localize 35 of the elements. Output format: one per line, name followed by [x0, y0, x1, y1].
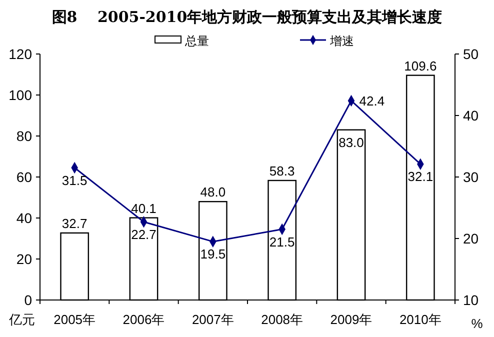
y2-tick-label: 40 — [463, 108, 479, 124]
y-tick-label: 120 — [8, 46, 32, 62]
x-tick-label: 2005年 — [54, 312, 96, 327]
y2-tick-label: 20 — [463, 230, 479, 246]
data-label: 32.1 — [408, 169, 434, 184]
data-label: 22.7 — [131, 226, 156, 242]
data-label: 32.7 — [62, 216, 88, 231]
y-tick-label: 0 — [24, 292, 32, 308]
x-tick-label: 2006年 — [122, 312, 165, 327]
y2-tick-label: 10 — [463, 292, 479, 308]
y-tick-label: 20 — [16, 251, 32, 267]
y-tick-label: 80 — [16, 128, 32, 144]
y-tick-label: 60 — [16, 169, 32, 185]
y2-tick-label: 50 — [463, 46, 479, 62]
y-tick-label: 100 — [8, 87, 32, 103]
chart-title: 图8 2005-2010年地方财政一般预算支出及其增长速度 — [52, 8, 442, 26]
x-tick-label: 2010年 — [399, 312, 442, 327]
data-label: 109.6 — [404, 58, 437, 74]
x-tick-label: 2007年 — [192, 312, 234, 327]
y-axis-title: 亿元 — [8, 312, 35, 327]
y2-axis-title: % — [471, 316, 484, 331]
data-label: 42.4 — [359, 94, 385, 109]
y-tick-label: 40 — [16, 210, 32, 226]
legend-label: 总量 — [184, 34, 209, 48]
data-label: 58.3 — [269, 163, 295, 178]
data-label: 40.1 — [131, 200, 156, 216]
data-label: 19.5 — [200, 246, 226, 262]
data-label: 21.5 — [269, 234, 295, 250]
x-tick-label: 2008年 — [261, 312, 304, 327]
y2-tick-label: 30 — [463, 169, 479, 185]
legend-label: 增速 — [329, 34, 354, 48]
data-label: 48.0 — [200, 184, 226, 200]
data-label: 83.0 — [338, 134, 364, 150]
x-tick-label: 2009年 — [330, 312, 372, 327]
data-label: 31.5 — [62, 172, 88, 188]
